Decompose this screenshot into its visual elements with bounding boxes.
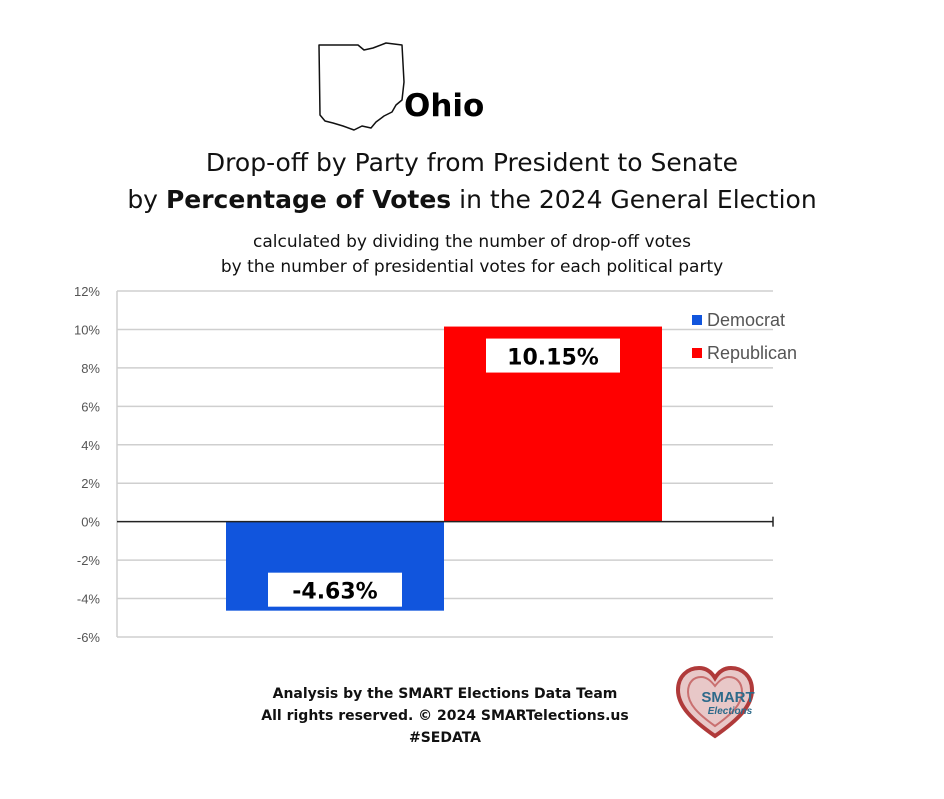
data-label-box <box>268 572 402 607</box>
chart-title-line-1: Drop-off by Party from President to Sena… <box>205 148 739 177</box>
heart-icon <box>675 665 755 739</box>
footer-credit: Analysis by the SMART Elections Data Tea… <box>272 686 618 702</box>
legend-swatch-republican <box>692 348 702 358</box>
subtitle-line-2: by the number of presidential votes for … <box>220 257 724 277</box>
logo-text-elections: Elections <box>708 706 753 717</box>
footer-copyright: All rights reserved. © 2024 SMARTelectio… <box>261 708 629 724</box>
logo-text-smart: SMART <box>701 689 754 706</box>
y-tick-label: 10% <box>74 322 100 337</box>
data-label-republican: 10.15% <box>507 346 599 371</box>
data-label-box <box>486 338 620 373</box>
legend-swatch-democrat <box>692 315 702 325</box>
y-tick-label: 12% <box>74 284 100 299</box>
subtitle-line-1: calculated by dividing the number of dro… <box>253 232 691 252</box>
ohio-state-outline-icon <box>318 42 405 131</box>
title-emphasis: Percentage of Votes <box>165 185 452 214</box>
y-tick-label: 0% <box>81 515 100 530</box>
smart-elections-logo: SMART Elections <box>675 665 755 739</box>
data-label-democrat: -4.63% <box>292 580 377 605</box>
footer-hashtag: #SEDATA <box>408 730 482 746</box>
y-tick-label: 2% <box>81 476 100 491</box>
state-name: Ohio <box>404 88 485 124</box>
title-prefix: by <box>127 185 166 214</box>
legend-label-republican: Republican <box>707 343 797 363</box>
y-tick-label: 8% <box>81 361 100 376</box>
y-tick-label: 4% <box>81 438 100 453</box>
y-tick-label: -4% <box>77 592 101 607</box>
chart-title-line-2: by Percentage of Votes in the 2024 Gener… <box>0 185 944 214</box>
y-tick-label: 6% <box>81 399 100 414</box>
legend-label-democrat: Democrat <box>707 310 785 330</box>
title-suffix: in the 2024 General Election <box>451 185 817 214</box>
y-tick-label: -2% <box>77 553 101 568</box>
y-tick-label: -6% <box>77 630 101 645</box>
